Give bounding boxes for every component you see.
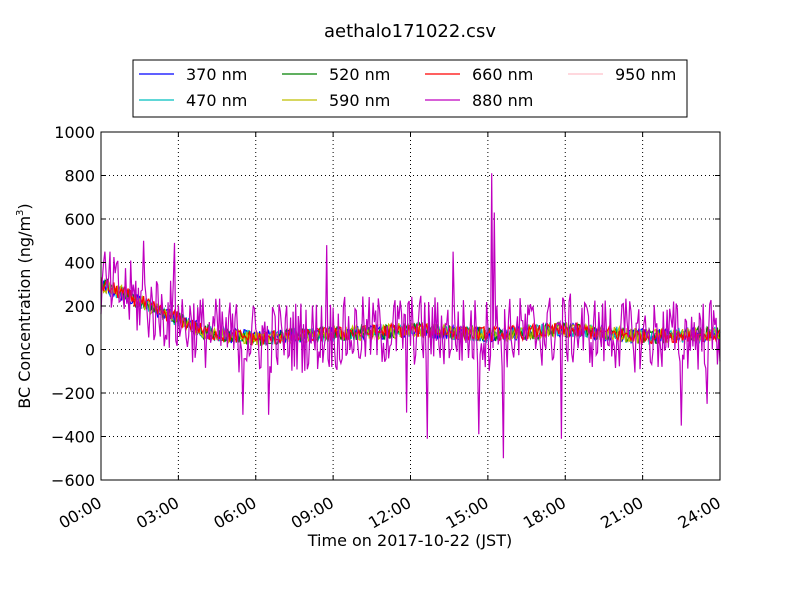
y-axis-label-main: BC Concentration (ng/m <box>15 216 34 409</box>
x-tick-label: 00:00 <box>56 493 105 533</box>
legend-items: 370 nm 470 nm 520 nm 590 nm 660 nm 880 nm 950 … <box>139 65 676 110</box>
x-tick-label: 12:00 <box>365 493 414 533</box>
y-axis-label-end: ) <box>15 203 34 209</box>
tick-marks <box>100 131 721 481</box>
x-tick-label: 21:00 <box>597 493 646 533</box>
x-tick-label: 03:00 <box>133 493 182 533</box>
legend-label: 590 nm <box>329 91 390 110</box>
series-line-880-nm <box>100 173 721 459</box>
y-axis-label: BC Concentration (ng/m3) <box>15 203 34 408</box>
y-tick-label: −400 <box>51 428 95 447</box>
legend-label: 520 nm <box>329 65 390 84</box>
y-axis-label-sup: 3 <box>15 210 26 216</box>
legend-label: 370 nm <box>186 65 247 84</box>
y-tick-label: −200 <box>51 384 95 403</box>
y-tick-label: 400 <box>64 254 95 273</box>
y-tick-label: 200 <box>64 297 95 316</box>
legend-label: 660 nm <box>472 65 533 84</box>
y-tick-labels: −600 −400 −200 0 200 400 600 800 1000 <box>51 123 95 490</box>
x-tick-label: 15:00 <box>442 493 491 533</box>
legend: 370 nm 470 nm 520 nm 590 nm 660 nm 880 nm 950 … <box>132 59 688 118</box>
x-axis-label: Time on 2017-10-22 (JST) <box>307 531 512 550</box>
legend-box <box>132 59 688 118</box>
x-tick-label: 18:00 <box>520 493 569 533</box>
y-tick-label: −600 <box>51 471 95 490</box>
series-lines <box>100 173 721 459</box>
x-tick-labels: 00:00 03:00 06:00 09:00 12:00 15:00 18:00 21:00… <box>56 493 724 533</box>
y-tick-label: 600 <box>64 210 95 229</box>
y-tick-label: 0 <box>85 341 95 360</box>
chart-title: aethalo171022.csv <box>324 21 496 42</box>
x-tick-label: 09:00 <box>288 493 337 533</box>
x-tick-label: 24:00 <box>675 493 724 533</box>
x-tick-label: 06:00 <box>210 493 259 533</box>
y-tick-label: 1000 <box>54 123 95 142</box>
legend-label: 880 nm <box>472 91 533 110</box>
legend-label: 950 nm <box>615 65 676 84</box>
y-tick-label: 800 <box>64 167 95 186</box>
legend-label: 470 nm <box>186 91 247 110</box>
